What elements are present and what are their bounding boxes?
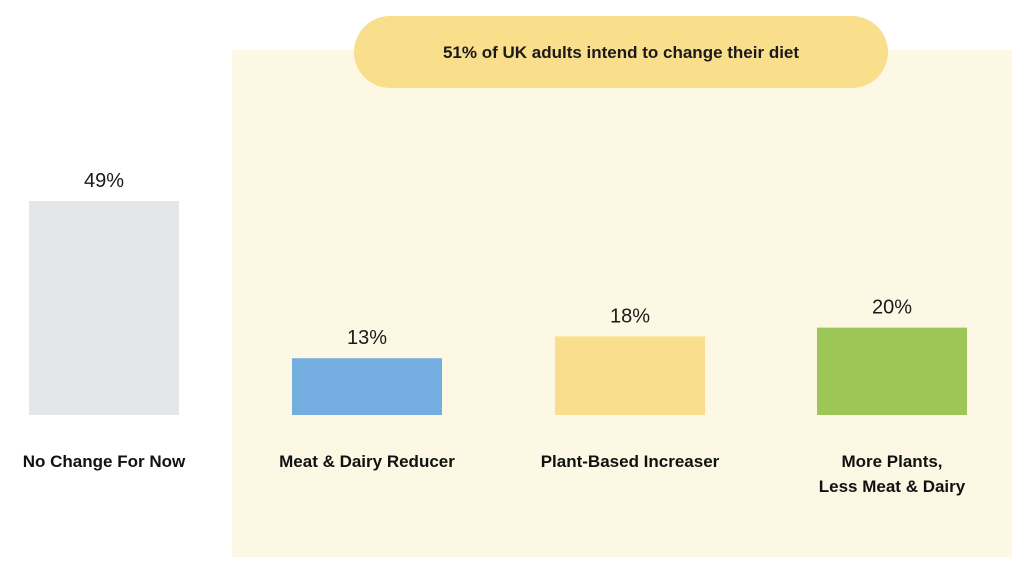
category-label-1-line-1: No Change For Now	[23, 452, 186, 471]
bar-group: 49% No Change For Now 13% Meat & Dairy Redu…	[23, 170, 967, 496]
category-label-2-line-1: Meat & Dairy Reducer	[279, 452, 455, 471]
intend-to-change-panel	[232, 50, 1012, 557]
category-label-4: More Plants, Less Meat & Dairy	[819, 452, 966, 496]
value-label-1: 49%	[84, 170, 124, 192]
category-label-2: Meat & Dairy Reducer	[279, 452, 455, 471]
bar-1	[29, 201, 179, 415]
bar-3	[555, 336, 705, 415]
annotation-text: 51% of UK adults intend to change their …	[443, 43, 799, 62]
bar-2	[292, 358, 442, 415]
category-label-3: Plant-Based Increaser	[541, 452, 720, 471]
annotation-banner	[354, 16, 888, 88]
value-label-4: 20%	[872, 297, 912, 319]
value-label-2: 13%	[347, 327, 387, 349]
bar-4	[817, 327, 967, 415]
category-label-1: No Change For Now	[23, 452, 186, 471]
category-label-4-line-2: Less Meat & Dairy	[819, 477, 966, 496]
value-label-3: 18%	[610, 305, 650, 327]
category-label-3-line-1: Plant-Based Increaser	[541, 452, 720, 471]
category-label-4-line-1: More Plants,	[841, 452, 942, 471]
